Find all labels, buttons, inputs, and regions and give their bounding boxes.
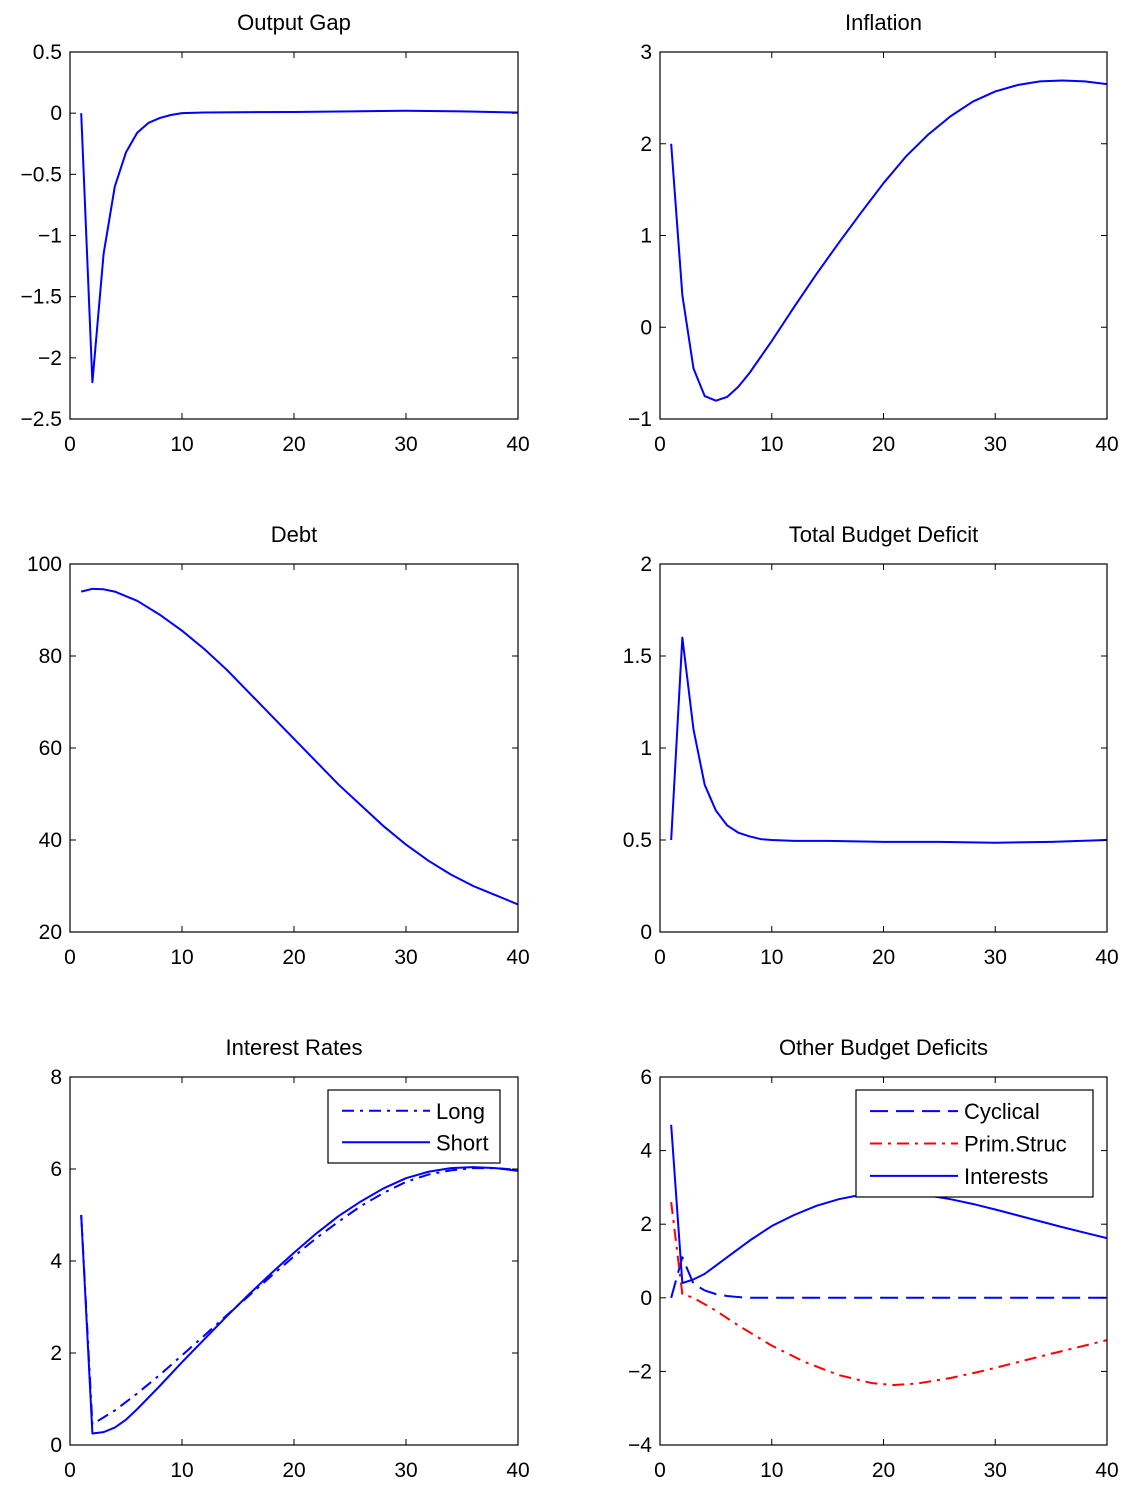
x-tick-label: 0 bbox=[64, 946, 76, 969]
y-tick-label: 4 bbox=[50, 1250, 62, 1273]
x-tick-label: 40 bbox=[506, 946, 529, 969]
y-tick-label: −1 bbox=[628, 408, 652, 431]
x-tick-label: 30 bbox=[394, 946, 417, 969]
y-tick-label: 1 bbox=[640, 225, 652, 248]
y-tick-label: −2.5 bbox=[21, 408, 62, 431]
x-tick-label: 0 bbox=[64, 433, 76, 456]
y-tick-label: 60 bbox=[39, 737, 62, 760]
x-tick-label: 20 bbox=[872, 433, 895, 456]
x-tick-label: 40 bbox=[506, 433, 529, 456]
series-line-cyclical bbox=[670, 1256, 1107, 1299]
x-tick-label: 20 bbox=[282, 1459, 305, 1482]
x-tick-label: 30 bbox=[394, 1459, 417, 1482]
legend-label: Short bbox=[436, 1130, 489, 1155]
x-tick-label: 0 bbox=[654, 1459, 666, 1482]
x-tick-label: 20 bbox=[872, 1459, 895, 1482]
y-tick-label: −1.5 bbox=[21, 286, 62, 309]
x-tick-label: 20 bbox=[872, 946, 895, 969]
series-line-main bbox=[670, 636, 1107, 844]
y-tick-label: −2 bbox=[628, 1360, 652, 1383]
legend-label: Cyclical bbox=[964, 1099, 1040, 1124]
x-tick-label: 0 bbox=[64, 1459, 76, 1482]
y-tick-label: 2 bbox=[640, 1213, 652, 1236]
series-line-main bbox=[80, 109, 518, 384]
x-tick-label: 0 bbox=[654, 946, 666, 969]
y-tick-label: 0.5 bbox=[623, 829, 652, 852]
y-tick-label: −4 bbox=[628, 1434, 652, 1457]
x-tick-label: 20 bbox=[282, 433, 305, 456]
y-tick-label: 2 bbox=[640, 133, 652, 156]
y-tick-label: 100 bbox=[27, 553, 62, 576]
y-tick-label: 3 bbox=[640, 41, 652, 64]
series-line-short bbox=[80, 1166, 518, 1435]
series-line-main bbox=[670, 79, 1107, 402]
y-tick-label: 4 bbox=[640, 1140, 652, 1163]
x-tick-label: 40 bbox=[1095, 946, 1118, 969]
legend: Cyclical Prim.Struc Interests bbox=[855, 1089, 1094, 1198]
legend-box bbox=[855, 1089, 1094, 1198]
y-tick-label: 40 bbox=[39, 829, 62, 852]
panel-debt: 0 10 20 30 40 20 40 60 80 100 Debt bbox=[27, 522, 530, 969]
panel-other-budget-deficits: 0 10 20 30 40 −4 −2 0 2 4 6 Other Budget Deficits Cy… bbox=[628, 1035, 1119, 1482]
axes-frame bbox=[659, 563, 1108, 933]
plot-title: Total Budget Deficit bbox=[789, 522, 979, 547]
y-tick-label: 0 bbox=[640, 921, 652, 944]
y-tick-label: 2 bbox=[50, 1342, 62, 1365]
x-tick-label: 10 bbox=[170, 433, 193, 456]
axes-frame bbox=[659, 51, 1108, 420]
x-tick-label: 10 bbox=[760, 1459, 783, 1482]
plot-title: Other Budget Deficits bbox=[779, 1035, 988, 1060]
legend-label: Interests bbox=[964, 1164, 1048, 1189]
y-tick-label: −2 bbox=[38, 347, 62, 370]
panel-total-budget-deficit: 0 10 20 30 40 0 0.5 1 1.5 2 Total Budget Deficit bbox=[623, 522, 1119, 969]
legend: Long Short bbox=[327, 1089, 501, 1164]
y-tick-label: 8 bbox=[50, 1066, 62, 1089]
plot-title: Output Gap bbox=[237, 10, 351, 35]
axes-frame bbox=[69, 51, 519, 420]
legend-box bbox=[327, 1089, 501, 1164]
axes-frame bbox=[69, 563, 519, 933]
y-tick-label: 0 bbox=[50, 1434, 62, 1457]
x-tick-label: 10 bbox=[170, 946, 193, 969]
x-tick-label: 10 bbox=[760, 946, 783, 969]
x-tick-label: 30 bbox=[394, 433, 417, 456]
x-tick-label: 30 bbox=[984, 946, 1007, 969]
y-tick-label: 1.5 bbox=[623, 645, 652, 668]
plot-title: Interest Rates bbox=[226, 1035, 363, 1060]
x-tick-label: 0 bbox=[654, 433, 666, 456]
legend-label: Prim.Struc bbox=[964, 1132, 1067, 1157]
y-tick-label: 0.5 bbox=[33, 41, 62, 64]
legend-label: Long bbox=[436, 1099, 485, 1124]
plot-title: Debt bbox=[271, 522, 317, 547]
y-tick-label: 80 bbox=[39, 645, 62, 668]
y-tick-label: −1 bbox=[38, 225, 62, 248]
y-tick-label: 6 bbox=[640, 1066, 652, 1089]
y-tick-label: 0 bbox=[640, 1287, 652, 1310]
x-tick-label: 40 bbox=[506, 1459, 529, 1482]
y-tick-label: 20 bbox=[39, 921, 62, 944]
y-tick-label: 0 bbox=[50, 102, 62, 125]
series-line-long bbox=[80, 1167, 518, 1426]
y-tick-label: 0 bbox=[640, 316, 652, 339]
y-tick-label: 6 bbox=[50, 1158, 62, 1181]
x-tick-label: 30 bbox=[984, 433, 1007, 456]
x-tick-label: 20 bbox=[282, 946, 305, 969]
series-line-prim-struc bbox=[670, 1201, 1107, 1387]
panel-output-gap: 0 10 20 30 40 −2.5 −2 −1.5 −1 −0.5 0 0.5 Output Gap bbox=[21, 10, 530, 456]
plot-title: Inflation bbox=[845, 10, 922, 35]
y-tick-label: 1 bbox=[640, 737, 652, 760]
series-line-main bbox=[80, 587, 518, 906]
x-tick-label: 10 bbox=[760, 433, 783, 456]
x-tick-label: 40 bbox=[1095, 433, 1118, 456]
x-tick-label: 10 bbox=[170, 1459, 193, 1482]
x-tick-label: 40 bbox=[1095, 1459, 1118, 1482]
y-tick-label: 2 bbox=[640, 553, 652, 576]
panel-interest-rates: 0 10 20 30 40 0 2 4 6 8 Interest Rates Long Short bbox=[50, 1035, 529, 1482]
y-tick-label: −0.5 bbox=[21, 163, 62, 186]
x-tick-label: 30 bbox=[984, 1459, 1007, 1482]
